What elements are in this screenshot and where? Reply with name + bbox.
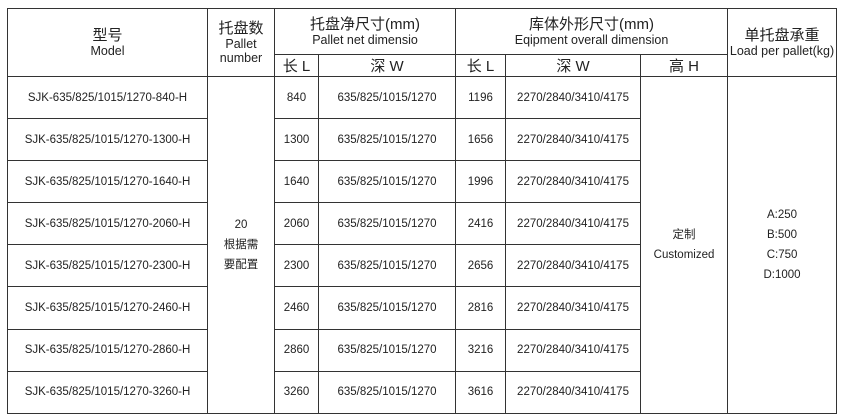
net-length-cell: 1640 [274,160,319,204]
model-cell: SJK-635/825/1015/1270-2860-H [7,328,208,372]
table-row: SJK-635/825/1015/1270-840-H 20 根据需要配置 840 63… [7,75,838,414]
net-depth-cell: 635/825/1015/1270 [317,75,457,120]
net-length-cell: 1300 [274,118,319,162]
load-option: A:250 [767,208,798,221]
model-cell: SJK-635/825/1015/1270-3260-H [7,370,208,414]
table-row: SJK-635/825/1015/1270-1300-H 1300 635/825/… [7,118,837,162]
header-overall: 库体外形尺寸(mm) Eqipment overall dimension [455,8,729,55]
overall-length-cell: 1996 [455,160,507,204]
load-option: C:750 [766,248,798,261]
overall-length-cell: 2656 [455,244,507,288]
net-length-cell: 2460 [274,286,319,330]
overall-length-cell: 2816 [455,286,507,330]
overall-depth-cell: 2270/2840/3410/4175 [505,286,642,330]
pallet-note: 根据需要配置 [223,238,259,271]
pallet-number: 20 [234,218,248,231]
table-row: SJK-635/825/1015/1270-3260-H 3260 635/825/… [7,370,837,414]
spec-table: 型号 Model 托盘数 Pallet number 托盘净尺寸(mm) Pallet… [7,8,838,414]
net-length-cell: 2860 [274,328,319,372]
pallet-number-cell: 20 根据需要配置 [207,76,275,414]
load-cell: A:250 B:500 C:750 D:1000 [727,76,838,414]
model-cell: SJK-635/825/1015/1270-2300-H [7,244,208,288]
net-depth-cell: 635/825/1015/1270 [317,286,457,330]
table-row: SJK-635/825/1015/1270-2860-H 2860 635/825/… [7,328,837,372]
net-length-cell: 840 [274,75,319,120]
overall-length-cell: 3616 [455,370,507,414]
net-length-cell: 3260 [274,370,319,414]
model-cell: SJK-635/825/1015/1270-2060-H [7,202,208,246]
table-row: SJK-635/825/1015/1270-2300-H 2300 635/825/… [7,244,837,288]
header-load: 单托盘承重 Load per pallet(kg) [727,8,838,77]
model-cell: SJK-635/825/1015/1270-840-H [7,75,208,120]
overall-depth-cell: 2270/2840/3410/4175 [505,370,642,414]
header-model: 型号 Model [7,8,208,77]
net-depth-cell: 635/825/1015/1270 [317,370,457,414]
load-option: B:500 [767,228,798,241]
overall-depth-cell: 2270/2840/3410/4175 [505,75,642,120]
overall-length-cell: 1656 [455,118,507,162]
overall-depth-cell: 2270/2840/3410/4175 [505,160,642,204]
height-cell: 定制 Customized [640,76,729,414]
header-net-length: 长 L [274,54,319,77]
model-cell: SJK-635/825/1015/1270-2460-H [7,286,208,330]
net-length-cell: 2300 [274,244,319,288]
overall-length-cell: 1196 [455,75,507,120]
header-ov-length: 长 L [455,54,507,77]
net-depth-cell: 635/825/1015/1270 [317,244,457,288]
net-length-cell: 2060 [274,202,319,246]
net-depth-cell: 635/825/1015/1270 [317,118,457,162]
model-cell: SJK-635/825/1015/1270-1300-H [7,118,208,162]
table-row: SJK-635/825/1015/1270-2460-H 2460 635/825/… [7,286,837,330]
header-ov-depth: 深 W [505,54,642,77]
model-cell: SJK-635/825/1015/1270-1640-H [7,160,208,204]
table-row: SJK-635/825/1015/1270-2060-H 2060 635/825/… [7,202,837,246]
overall-depth-cell: 2270/2840/3410/4175 [505,118,642,162]
net-depth-cell: 635/825/1015/1270 [317,160,457,204]
header-net-depth: 深 W [317,54,457,77]
header-pallet-number: 托盘数 Pallet number [207,8,275,77]
overall-depth-cell: 2270/2840/3410/4175 [505,328,642,372]
overall-depth-cell: 2270/2840/3410/4175 [505,244,642,288]
header-pallet-net: 托盘净尺寸(mm) Pallet net dimensio [273,8,457,55]
net-depth-cell: 635/825/1015/1270 [317,202,457,246]
overall-length-cell: 2416 [455,202,507,246]
height-cn: 定制 [672,228,696,241]
table-row: SJK-635/825/1015/1270-1640-H 1640 635/825/… [7,160,837,204]
overall-depth-cell: 2270/2840/3410/4175 [505,202,642,246]
overall-length-cell: 3216 [455,328,507,372]
net-depth-cell: 635/825/1015/1270 [317,328,457,372]
height-en: Customized [653,248,715,261]
header-ov-height: 高 H [640,54,729,77]
load-option: D:1000 [763,268,801,281]
